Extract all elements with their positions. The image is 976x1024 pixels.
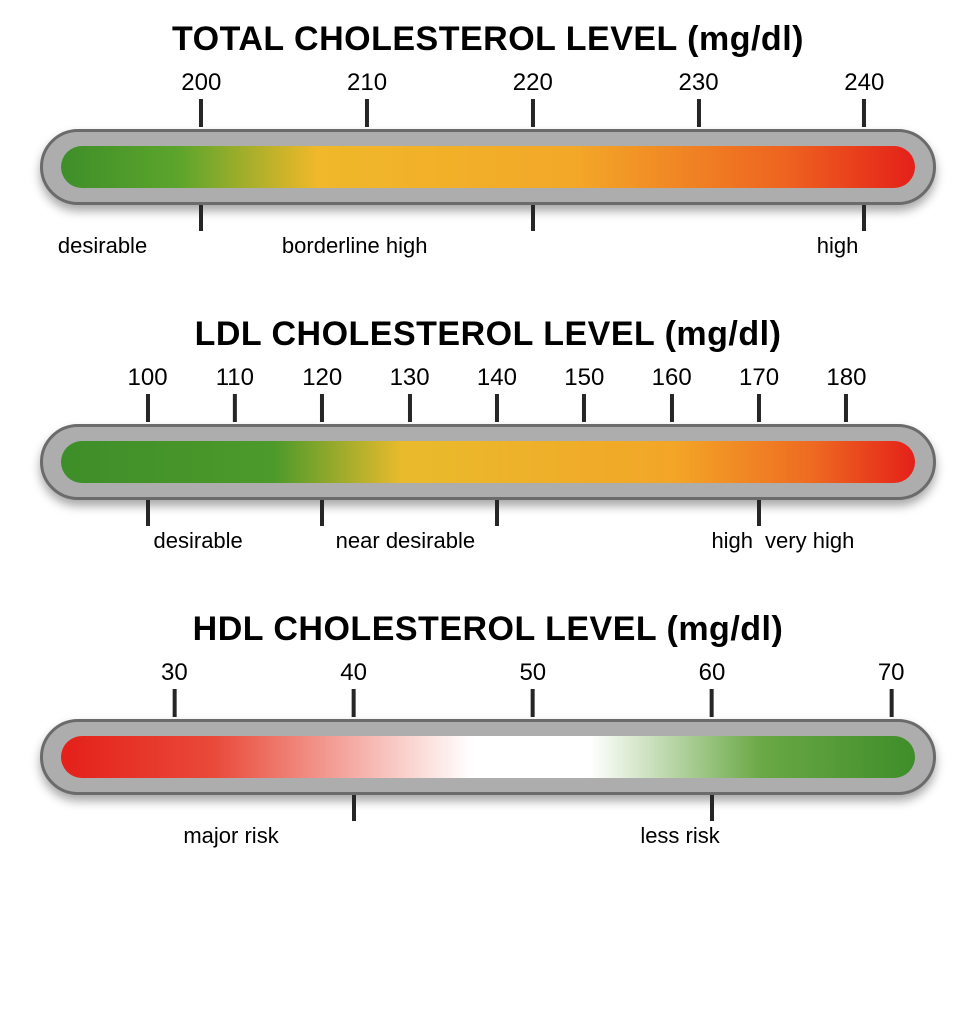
- tick-line: [365, 99, 369, 127]
- tick-line: [352, 689, 356, 717]
- top-tick: 100: [127, 364, 167, 422]
- bottom-tick: [495, 500, 499, 526]
- tick-label: 110: [216, 364, 254, 392]
- tick-line: [582, 394, 586, 422]
- gauge-track: [40, 129, 936, 205]
- tick-line: [320, 394, 324, 422]
- tick-line: [172, 689, 176, 717]
- bottom-labels: desirable near desirable high very high: [40, 500, 936, 560]
- bottom-labels: major risk less risk: [40, 795, 936, 855]
- gauge-title: HDL CHOLESTEROL LEVEL (mg/dl): [40, 610, 936, 649]
- gauge-ldl-cholesterol: LDL CHOLESTEROL LEVEL (mg/dl) 1001101201…: [40, 315, 936, 560]
- top-tick: 40: [340, 659, 367, 717]
- top-tick: 160: [652, 364, 692, 422]
- gauge-hdl-cholesterol: HDL CHOLESTEROL LEVEL (mg/dl) 30 40 50 60 70…: [40, 610, 936, 855]
- top-tick: 170: [739, 364, 779, 422]
- label-borderline-high: borderline high: [282, 233, 428, 259]
- tick-line: [408, 394, 412, 422]
- tick-label: 50: [519, 659, 546, 687]
- label-high: high: [817, 233, 859, 259]
- tick-label: 120: [302, 364, 342, 392]
- label-high: high: [711, 528, 753, 554]
- tick-label: 220: [513, 69, 553, 97]
- tick-label: 180: [826, 364, 866, 392]
- top-tick: 180: [826, 364, 866, 422]
- top-tick: 60: [699, 659, 726, 717]
- top-tick: 50: [519, 659, 546, 717]
- gauge-track: [40, 719, 936, 795]
- top-tick: 210: [347, 69, 387, 127]
- gauge-gradient-bar: [61, 441, 915, 483]
- top-tick: 120: [302, 364, 342, 422]
- tick-label: 140: [477, 364, 517, 392]
- bottom-tick: [199, 205, 203, 231]
- tick-line: [531, 689, 535, 717]
- top-ticks: 30 40 50 60 70: [40, 659, 936, 719]
- gauge-gradient-bar: [61, 146, 915, 188]
- top-tick: 30: [161, 659, 188, 717]
- top-tick: 150: [564, 364, 604, 422]
- bottom-tick: [352, 795, 356, 821]
- bottom-labels: desirable borderline high high: [40, 205, 936, 265]
- tick-label: 210: [347, 69, 387, 97]
- gauge-gradient-bar: [61, 736, 915, 778]
- tick-line: [531, 99, 535, 127]
- gauge-title: TOTAL CHOLESTEROL LEVEL (mg/dl): [40, 20, 936, 59]
- tick-label: 170: [739, 364, 779, 392]
- label-major-risk: major risk: [183, 823, 278, 849]
- top-tick: 130: [390, 364, 430, 422]
- top-tick: 140: [477, 364, 517, 422]
- bottom-tick: [320, 500, 324, 526]
- tick-label: 60: [699, 659, 726, 687]
- tick-line: [233, 394, 237, 422]
- bottom-tick: high very high: [757, 500, 761, 526]
- tick-label: 30: [161, 659, 188, 687]
- tick-label: 230: [679, 69, 719, 97]
- label-desirable: desirable: [154, 528, 243, 554]
- top-tick: 220: [513, 69, 553, 127]
- tick-label: 100: [127, 364, 167, 392]
- label-less-risk: less risk: [640, 823, 719, 849]
- tick-label: 240: [844, 69, 884, 97]
- tick-line: [889, 689, 893, 717]
- label-very-high: very high: [765, 528, 854, 554]
- tick-label: 200: [181, 69, 221, 97]
- top-tick: 230: [679, 69, 719, 127]
- gauge-title: LDL CHOLESTEROL LEVEL (mg/dl): [40, 315, 936, 354]
- tick-label: 70: [878, 659, 905, 687]
- tick-line: [862, 99, 866, 127]
- tick-label: 160: [652, 364, 692, 392]
- top-ticks: 100 110 120 130 140 150 160 170 180: [40, 364, 936, 424]
- top-tick: 240: [844, 69, 884, 127]
- label-desirable: desirable: [58, 233, 147, 259]
- bottom-tick: desirable: [146, 500, 150, 526]
- tick-line: [844, 394, 848, 422]
- gauge-total-cholesterol: TOTAL CHOLESTEROL LEVEL (mg/dl) 200 210 22…: [40, 20, 936, 265]
- tick-line: [697, 99, 701, 127]
- tick-line: [199, 99, 203, 127]
- tick-line: [495, 394, 499, 422]
- top-tick: 200: [181, 69, 221, 127]
- label-near-desirable: near desirable: [336, 528, 475, 554]
- tick-line: [710, 689, 714, 717]
- bottom-tick: high: [862, 205, 866, 231]
- top-tick: 70: [878, 659, 905, 717]
- tick-line: [670, 394, 674, 422]
- bottom-tick: [710, 795, 714, 821]
- top-ticks: 200 210 220 230 240: [40, 69, 936, 129]
- tick-line: [146, 394, 150, 422]
- tick-label: 150: [564, 364, 604, 392]
- gauge-track: [40, 424, 936, 500]
- tick-label: 130: [390, 364, 430, 392]
- bottom-tick: [531, 205, 535, 231]
- top-tick: 110: [216, 364, 254, 422]
- tick-label: 40: [340, 659, 367, 687]
- tick-line: [757, 394, 761, 422]
